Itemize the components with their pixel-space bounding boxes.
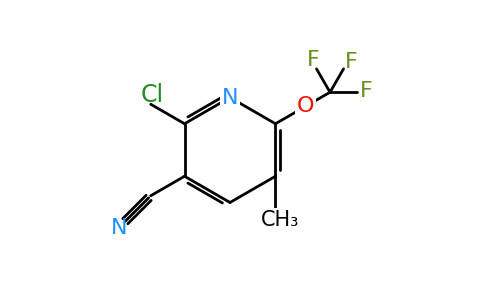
- Text: CH₃: CH₃: [261, 210, 299, 230]
- Text: F: F: [360, 81, 372, 101]
- Text: N: N: [222, 88, 238, 107]
- Text: Cl: Cl: [141, 83, 164, 107]
- Text: O: O: [297, 96, 314, 116]
- Text: F: F: [307, 50, 320, 70]
- Text: N: N: [111, 218, 127, 238]
- Text: F: F: [345, 52, 357, 72]
